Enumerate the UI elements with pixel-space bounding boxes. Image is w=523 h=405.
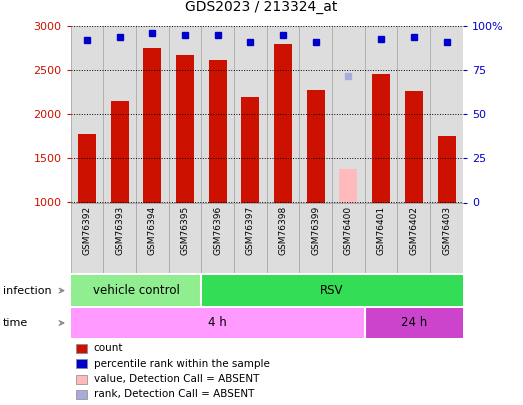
Text: GSM76394: GSM76394 bbox=[148, 206, 157, 255]
Bar bbox=[438, 136, 456, 202]
Bar bbox=[332, 202, 365, 273]
Bar bbox=[143, 48, 161, 202]
Bar bbox=[242, 97, 259, 202]
Bar bbox=[136, 26, 168, 202]
Text: RSV: RSV bbox=[321, 284, 344, 297]
Bar bbox=[71, 275, 201, 306]
Bar bbox=[78, 134, 96, 202]
Text: 24 h: 24 h bbox=[401, 316, 427, 330]
Bar bbox=[234, 26, 267, 202]
Bar bbox=[201, 26, 234, 202]
Text: GSM76392: GSM76392 bbox=[83, 206, 92, 255]
Bar bbox=[111, 101, 129, 202]
Bar bbox=[201, 202, 234, 273]
Text: percentile rank within the sample: percentile rank within the sample bbox=[94, 359, 269, 369]
Bar bbox=[307, 90, 325, 202]
Text: GSM76401: GSM76401 bbox=[377, 206, 385, 255]
Bar bbox=[168, 202, 201, 273]
Bar bbox=[234, 202, 267, 273]
Text: GSM76395: GSM76395 bbox=[180, 206, 189, 255]
Text: GDS2023 / 213324_at: GDS2023 / 213324_at bbox=[185, 0, 338, 14]
Bar bbox=[332, 26, 365, 202]
Bar bbox=[267, 202, 299, 273]
Text: 4 h: 4 h bbox=[208, 316, 227, 330]
Text: value, Detection Call = ABSENT: value, Detection Call = ABSENT bbox=[94, 374, 259, 384]
Text: rank, Detection Call = ABSENT: rank, Detection Call = ABSENT bbox=[94, 390, 254, 399]
Bar bbox=[104, 202, 136, 273]
Bar bbox=[299, 26, 332, 202]
Bar bbox=[274, 44, 292, 203]
Bar bbox=[405, 91, 423, 202]
Bar bbox=[430, 26, 463, 202]
Bar bbox=[372, 74, 390, 202]
Bar bbox=[176, 55, 194, 202]
Bar bbox=[430, 202, 463, 273]
Bar bbox=[71, 26, 104, 202]
Bar bbox=[201, 275, 463, 306]
Text: GSM76396: GSM76396 bbox=[213, 206, 222, 255]
Bar bbox=[299, 202, 332, 273]
Text: infection: infection bbox=[3, 286, 51, 296]
Text: GSM76400: GSM76400 bbox=[344, 206, 353, 255]
Text: vehicle control: vehicle control bbox=[93, 284, 179, 297]
Text: GSM76402: GSM76402 bbox=[410, 206, 418, 255]
Bar bbox=[71, 308, 365, 338]
Bar bbox=[104, 26, 136, 202]
Bar bbox=[397, 202, 430, 273]
Bar bbox=[397, 26, 430, 202]
Text: GSM76393: GSM76393 bbox=[115, 206, 124, 255]
Text: count: count bbox=[94, 343, 123, 353]
Bar bbox=[365, 308, 463, 338]
Text: GSM76403: GSM76403 bbox=[442, 206, 451, 255]
Bar bbox=[365, 202, 397, 273]
Text: GSM76397: GSM76397 bbox=[246, 206, 255, 255]
Bar bbox=[71, 202, 104, 273]
Bar bbox=[136, 202, 168, 273]
Text: GSM76398: GSM76398 bbox=[279, 206, 288, 255]
Bar bbox=[168, 26, 201, 202]
Bar bbox=[267, 26, 299, 202]
Text: time: time bbox=[3, 318, 28, 328]
Text: GSM76399: GSM76399 bbox=[311, 206, 320, 255]
Bar bbox=[209, 60, 226, 202]
Bar bbox=[365, 26, 397, 202]
Bar bbox=[339, 169, 357, 202]
